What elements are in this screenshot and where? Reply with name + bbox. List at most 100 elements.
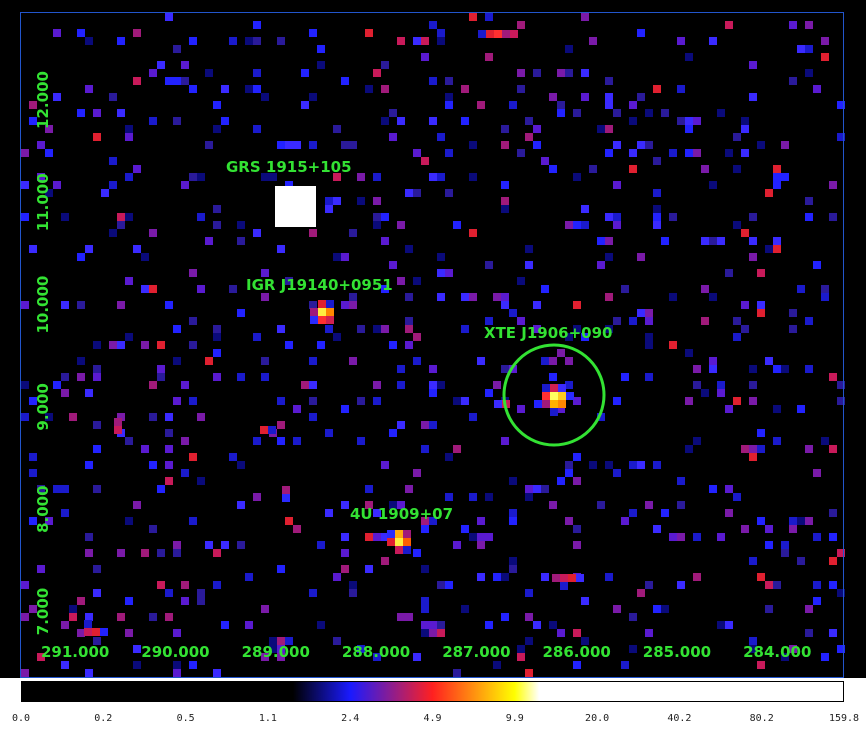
noise-pixel xyxy=(517,21,525,29)
noise-pixel xyxy=(213,549,221,557)
source-label-xte: XTE J1906+090 xyxy=(484,324,612,342)
noise-pixel xyxy=(445,93,453,101)
noise-pixel xyxy=(469,13,477,21)
noise-pixel xyxy=(637,461,645,469)
noise-pixel xyxy=(373,173,381,181)
region-circle[interactable] xyxy=(502,343,606,447)
noise-pixel xyxy=(525,637,533,645)
noise-pixel xyxy=(525,485,533,493)
noise-pixel xyxy=(21,581,29,589)
noise-pixel xyxy=(733,317,741,325)
noise-pixel xyxy=(533,301,541,309)
noise-pixel xyxy=(117,221,125,229)
noise-pixel xyxy=(133,165,141,173)
noise-pixel xyxy=(429,77,437,85)
noise-pixel xyxy=(245,573,253,581)
noise-pixel xyxy=(653,213,661,221)
source-pixel xyxy=(568,574,576,582)
noise-pixel xyxy=(709,365,717,373)
noise-pixel xyxy=(765,541,773,549)
noise-pixel xyxy=(717,621,725,629)
noise-pixel xyxy=(333,333,341,341)
noise-pixel xyxy=(821,285,829,293)
noise-pixel xyxy=(573,525,581,533)
noise-pixel xyxy=(77,29,85,37)
noise-pixel xyxy=(525,245,533,253)
ra-tick-label: 291.000 xyxy=(41,643,109,661)
noise-pixel xyxy=(573,541,581,549)
noise-pixel xyxy=(501,365,509,373)
ra-tick-label: 284.000 xyxy=(743,643,811,661)
noise-pixel xyxy=(429,621,437,629)
noise-pixel xyxy=(805,445,813,453)
source-pixel xyxy=(395,546,403,554)
noise-pixel xyxy=(581,69,589,77)
noise-pixel xyxy=(381,325,389,333)
noise-pixel xyxy=(389,109,397,117)
noise-pixel xyxy=(749,645,757,653)
noise-pixel xyxy=(605,101,613,109)
noise-pixel xyxy=(157,373,165,381)
noise-pixel xyxy=(461,325,469,333)
noise-pixel xyxy=(565,381,573,389)
source-pixel xyxy=(395,530,403,538)
noise-pixel xyxy=(749,213,757,221)
noise-pixel xyxy=(805,213,813,221)
noise-pixel xyxy=(437,621,445,629)
noise-pixel xyxy=(213,125,221,133)
noise-pixel xyxy=(581,637,589,645)
noise-pixel xyxy=(317,341,325,349)
noise-pixel xyxy=(61,509,69,517)
source-pixel xyxy=(486,30,494,38)
noise-pixel xyxy=(469,493,477,501)
noise-pixel xyxy=(645,141,653,149)
noise-pixel xyxy=(829,445,837,453)
noise-pixel xyxy=(837,381,845,389)
noise-pixel xyxy=(349,229,357,237)
noise-pixel xyxy=(685,53,693,61)
noise-pixel xyxy=(93,589,101,597)
noise-pixel xyxy=(181,381,189,389)
noise-pixel xyxy=(645,581,653,589)
noise-pixel xyxy=(573,301,581,309)
noise-pixel xyxy=(805,197,813,205)
noise-pixel xyxy=(333,637,341,645)
noise-pixel xyxy=(661,605,669,613)
noise-pixel xyxy=(709,237,717,245)
noise-pixel xyxy=(429,365,437,373)
noise-pixel xyxy=(437,173,445,181)
noise-pixel xyxy=(301,101,309,109)
noise-pixel xyxy=(565,357,573,365)
noise-pixel xyxy=(405,485,413,493)
noise-pixel xyxy=(781,541,789,549)
noise-pixel xyxy=(733,221,741,229)
noise-pixel xyxy=(693,365,701,373)
colorbar-tick-label: 4.9 xyxy=(423,713,442,724)
noise-pixel xyxy=(461,525,469,533)
noise-pixel xyxy=(765,581,773,589)
noise-pixel xyxy=(677,117,685,125)
noise-pixel xyxy=(837,133,845,141)
noise-pixel xyxy=(285,181,293,189)
noise-pixel xyxy=(757,517,765,525)
source-blobs xyxy=(84,30,584,636)
noise-pixel xyxy=(381,533,389,541)
noise-pixel xyxy=(677,501,685,509)
noise-pixel xyxy=(637,309,645,317)
noise-pixel xyxy=(317,45,325,53)
noise-pixel xyxy=(813,261,821,269)
noise-pixel xyxy=(653,221,661,229)
noise-pixel xyxy=(637,253,645,261)
noise-pixel xyxy=(605,253,613,261)
dec-tick-label: 10.000 xyxy=(34,276,52,334)
noise-pixel xyxy=(197,589,205,597)
noise-pixel xyxy=(325,429,333,437)
source-pixel xyxy=(552,574,560,582)
noise-pixel xyxy=(525,261,533,269)
noise-pixel xyxy=(477,101,485,109)
noise-pixel xyxy=(237,237,245,245)
source-pixel xyxy=(550,400,558,408)
saturated-source-block xyxy=(275,186,316,227)
noise-pixel xyxy=(165,445,173,453)
noise-pixel xyxy=(805,517,813,525)
